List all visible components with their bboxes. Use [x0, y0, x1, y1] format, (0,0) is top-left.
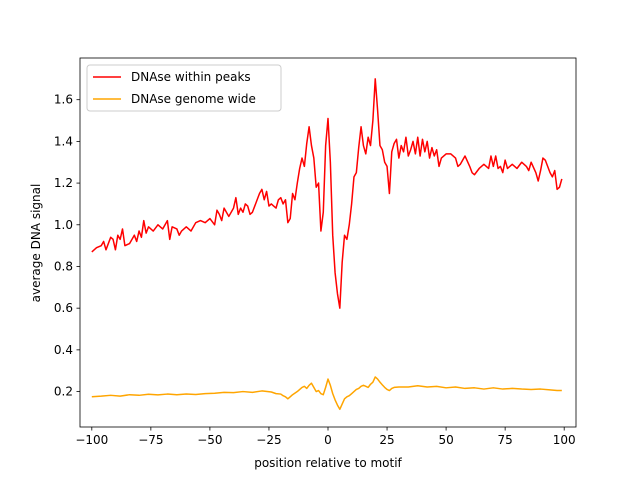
legend-label-1: DNAse genome wide: [131, 92, 256, 106]
x-tick-label: −100: [75, 433, 108, 447]
x-tick-label: 75: [498, 433, 513, 447]
x-axis-label: position relative to motif: [254, 456, 402, 470]
series-layer: [91, 78, 563, 411]
x-tick-label: 100: [553, 433, 576, 447]
y-tick-label: 1.2: [54, 176, 73, 190]
y-axis-label: average DNA signal: [29, 184, 43, 303]
y-tick-label: 0.6: [54, 301, 73, 315]
y-tick-label: 0.4: [54, 343, 73, 357]
legend-label-0: DNAse within peaks: [131, 70, 251, 84]
axes-layer: −100 −75 −50 −25 0 25 50 75 100 0.2 0.4 0.6 0.8 1.0 1.…: [54, 57, 577, 447]
y-tick-label: 1.0: [54, 218, 73, 232]
y-tick-label: 1.6: [54, 93, 73, 107]
x-tick-label: −50: [197, 433, 222, 447]
x-tick-label: 50: [438, 433, 453, 447]
x-tick-label: 25: [379, 433, 394, 447]
legend: DNAse within peaks DNAse genome wide: [86, 64, 282, 112]
series-line-1: [91, 376, 562, 411]
x-tick-label: −75: [138, 433, 163, 447]
series-line-0: [91, 78, 563, 309]
x-tick-label: −25: [256, 433, 281, 447]
y-tick-label: 0.8: [54, 259, 73, 273]
x-tick-label: 0: [324, 433, 332, 447]
y-tick-label: 0.2: [54, 385, 73, 399]
y-tick-label: 1.4: [54, 134, 73, 148]
legend-box: [86, 64, 282, 112]
